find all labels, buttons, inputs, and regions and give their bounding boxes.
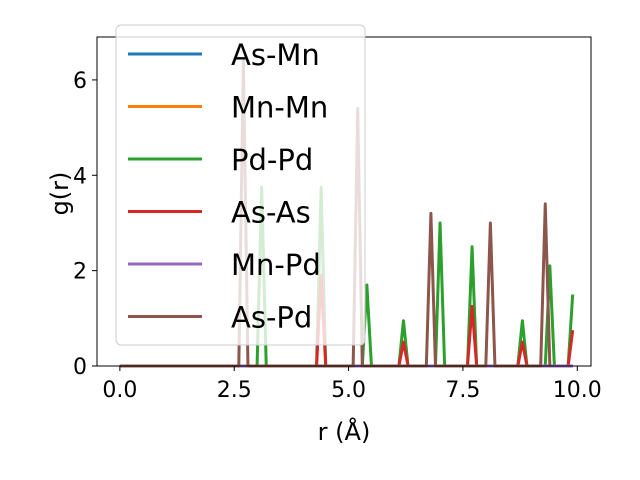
y-tick-label: 2 <box>73 260 87 285</box>
legend-entry: As-As <box>231 196 311 230</box>
y-tick-label: 6 <box>73 69 87 94</box>
y-axis-label: g(r) <box>46 172 74 216</box>
legend-entry: Mn-Mn <box>231 91 328 125</box>
legend-entry: Pd-Pd <box>231 143 313 177</box>
legend-box <box>115 24 366 346</box>
x-axis-label: r (Å) <box>318 417 371 446</box>
y-tick-label: 4 <box>73 164 87 189</box>
x-tick-label: 5.0 <box>331 378 366 403</box>
y-tick-label: 0 <box>73 355 87 380</box>
x-tick-label: 10.0 <box>553 378 602 403</box>
x-tick-label: 2.5 <box>217 378 252 403</box>
legend: As-Mn Mn-Mn Pd-Pd As-As Mn-Pd As-Pd <box>115 24 366 346</box>
legend-entry: As-Mn <box>231 38 320 72</box>
legend-entry: As-Pd <box>231 301 312 335</box>
x-tick-label: 7.5 <box>445 378 480 403</box>
x-tick-label: 0.0 <box>102 378 137 403</box>
legend-entry: Mn-Pd <box>231 248 321 282</box>
ticks-layer: 0.0 2.5 5.0 7.5 10.0 0 2 4 6 <box>73 69 602 403</box>
